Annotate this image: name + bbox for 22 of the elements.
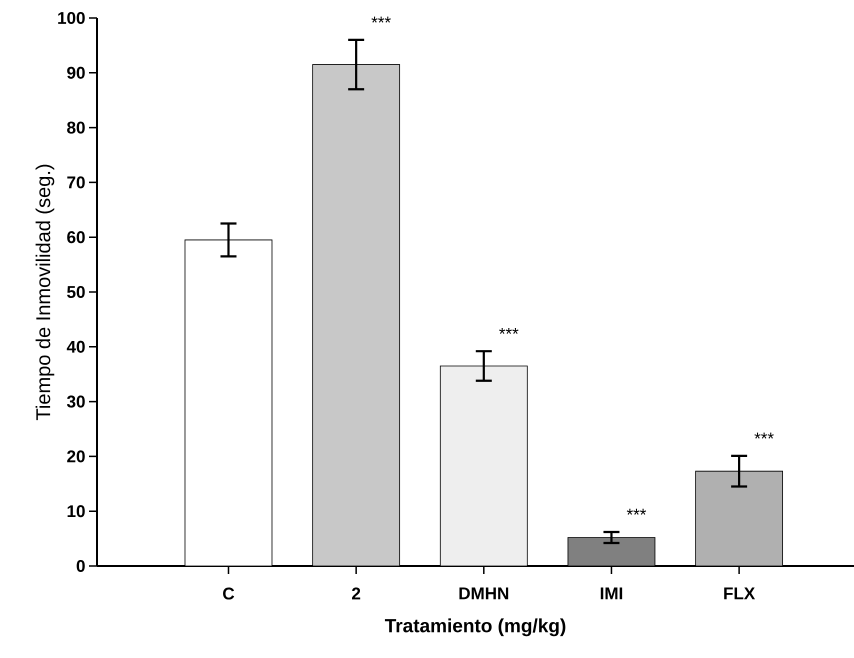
y-tick-label: 50 [67,286,85,298]
x-tick-label: DMHN [459,588,508,600]
x-axis-title: Tratamiento (mg/kg) [384,618,566,636]
annotation: *** [626,508,646,515]
y-tick-label: 0 [76,560,85,572]
y-axis-title: Tiempo de Inmovilidad (seg.) [36,164,54,420]
y-tick-label: 100 [58,12,85,24]
x-tick-label: FLX [724,588,756,600]
y-tick-label: 80 [67,122,85,134]
x-tick-label: 2 [352,588,360,600]
y-tick-label: 90 [67,66,85,79]
x-tick-label: IMI [600,588,622,600]
annotation: *** [371,16,391,23]
annotation: *** [499,328,518,334]
y-tick-label: 40 [66,340,85,353]
y-tick-label: 20 [67,450,85,462]
y-tick-label: 30 [66,396,85,408]
y-tick-label: 60 [67,231,85,244]
x-tick-label: C [223,588,234,600]
annotation: *** [754,432,774,439]
y-tick-label: 70 [67,176,85,188]
y-tick-label: 10 [68,505,85,518]
